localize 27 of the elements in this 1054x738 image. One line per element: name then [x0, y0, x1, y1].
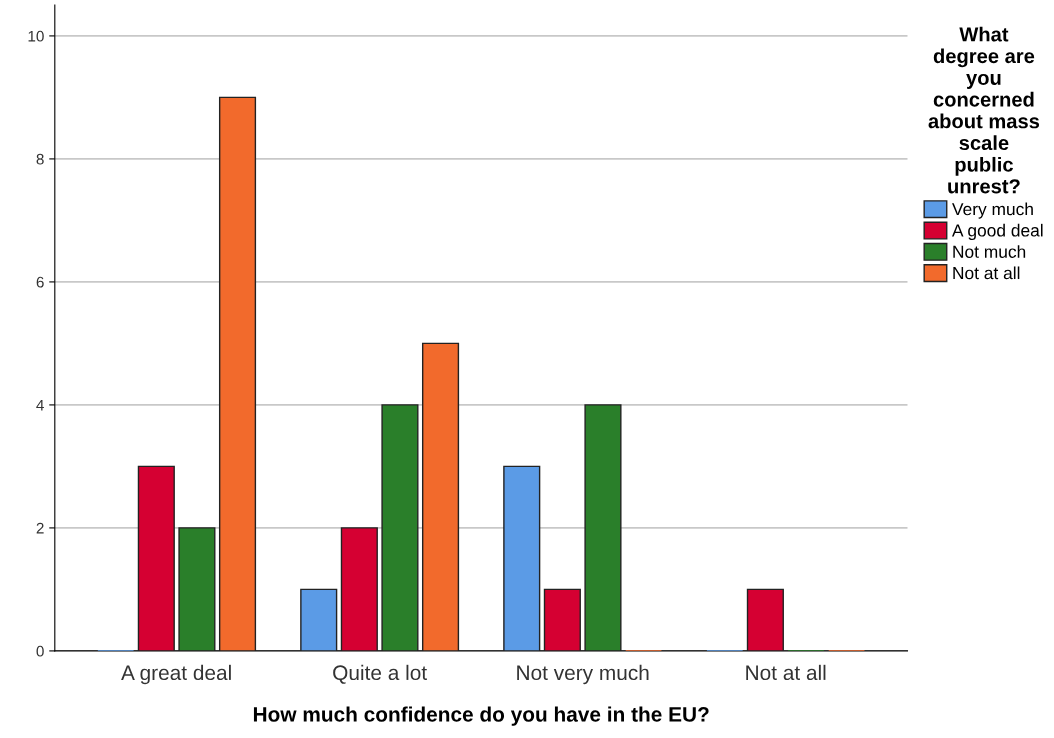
bar: [178, 527, 216, 651]
bar: [421, 342, 460, 651]
bar: [137, 465, 175, 651]
x-tick-label: Quite a lot: [333, 664, 427, 684]
y-tick-label: 6: [36, 276, 44, 288]
bar: [543, 588, 581, 651]
y-tick-label: 4: [36, 399, 44, 411]
x-axis-title: How much confidence do you have in the EU?: [253, 706, 709, 726]
y-tick-label: 0: [36, 645, 44, 657]
bar: [584, 404, 622, 651]
x-tick-label: Not at all: [746, 664, 826, 681]
bar: [746, 588, 784, 651]
x-tick-label: Not very much: [517, 664, 649, 685]
legend-label: Very much: [952, 202, 1033, 219]
legend-label: A good deal: [951, 223, 1043, 241]
bar: [218, 96, 257, 651]
legend-title: What degree are you concerned about mass scale public unrest?: [928, 26, 1040, 194]
bar: [340, 527, 378, 651]
bar: [381, 404, 419, 651]
y-tick-label: 10: [28, 30, 44, 42]
legend-label: Not at all: [953, 266, 1020, 280]
bar: [300, 588, 338, 651]
y-tick-label: 8: [36, 153, 44, 165]
y-tick-label: 2: [36, 522, 44, 534]
legend-label: Not much: [953, 245, 1026, 258]
bar: [503, 465, 541, 651]
x-tick-label: A great deal: [121, 664, 231, 685]
